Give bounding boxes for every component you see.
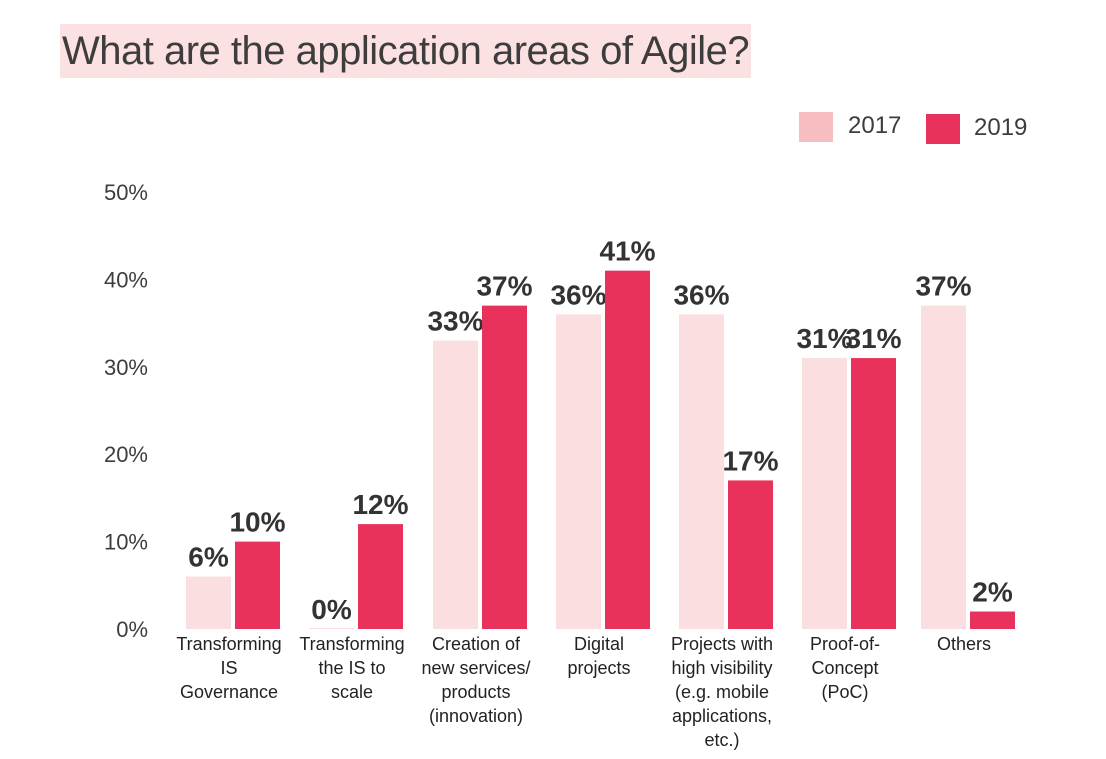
- category-label-5: Proof-of-Concept (PoC): [810, 634, 880, 702]
- bar-2019-4: [728, 480, 773, 629]
- value-label-2017-4: 36%: [673, 279, 729, 310]
- value-label-2017-3: 36%: [550, 279, 606, 310]
- y-tick-label: 50%: [104, 180, 148, 205]
- legend-swatch-2017: [799, 112, 833, 142]
- chart-title: What are the application areas of Agile?: [60, 24, 752, 78]
- value-label-2017-2: 33%: [427, 306, 483, 337]
- y-tick-label: 0%: [116, 617, 148, 642]
- value-label-2017-0: 6%: [188, 542, 229, 573]
- value-label-2017-6: 37%: [915, 271, 971, 302]
- bar-2019-1: [358, 524, 403, 629]
- bar-2019-3: [605, 270, 650, 629]
- category-label-3: Digital projects: [567, 634, 630, 678]
- bar-2019-2: [482, 305, 527, 629]
- legend-swatch-2019: [926, 114, 960, 144]
- bar-2017-3: [556, 314, 601, 629]
- category-label-0: Transforming IS Governance: [176, 634, 281, 702]
- value-label-2019-6: 2%: [972, 577, 1013, 608]
- bar-2019-6: [970, 611, 1015, 629]
- value-label-2019-0: 10%: [229, 507, 285, 538]
- legend: 2017 2019: [799, 110, 1059, 146]
- bar-2019-5: [851, 358, 896, 629]
- value-label-2017-5: 31%: [796, 323, 852, 354]
- category-label-2: Creation of new services/products (innovat…: [421, 634, 530, 726]
- y-tick-label: 40%: [104, 267, 148, 292]
- y-tick-label: 20%: [104, 442, 148, 467]
- y-tick-label: 30%: [104, 355, 148, 380]
- category-label-1: Transforming the IS to scale: [299, 634, 404, 702]
- value-label-2019-4: 17%: [722, 445, 778, 476]
- category-label-6: Others: [937, 634, 991, 654]
- bar-2017-2: [433, 340, 478, 629]
- value-label-2019-3: 41%: [599, 236, 655, 267]
- bar-2017-6: [921, 305, 966, 629]
- bar-2019-0: [235, 541, 280, 629]
- value-label-2017-1: 0%: [311, 594, 352, 625]
- legend-label-2017: 2017: [848, 112, 902, 139]
- value-label-2019-1: 12%: [352, 489, 408, 520]
- category-label-4: Projects with high visibility (e.g. mobile…: [671, 634, 773, 750]
- value-label-2019-5: 31%: [845, 323, 901, 354]
- bar-2017-5: [802, 358, 847, 629]
- bar-2017-1: [309, 628, 354, 629]
- value-label-2019-2: 37%: [476, 271, 532, 302]
- y-tick-label: 10%: [104, 530, 148, 555]
- bar-2017-0: [186, 576, 231, 629]
- legend-label-2019: 2019: [974, 114, 1028, 141]
- bar-2017-4: [679, 314, 724, 629]
